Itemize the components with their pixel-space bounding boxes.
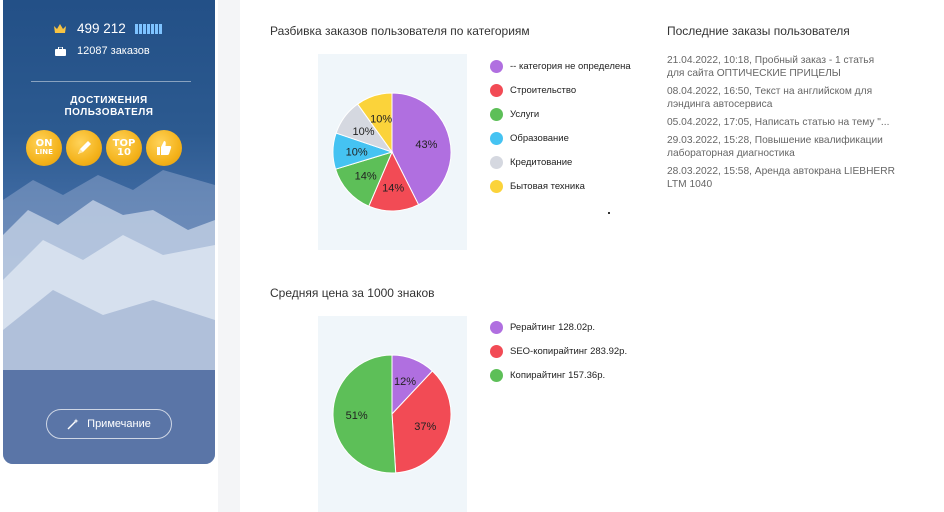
like-badge[interactable] — [146, 130, 182, 166]
recent-orders-title: Последние заказы пользователя — [667, 24, 850, 38]
pie-slice-label: 10% — [346, 146, 368, 158]
user-sidebar: 499 212 12087 заказов ДОСТИЖЕНИЯ ПОЛЬЗОВ… — [3, 0, 215, 464]
orders-row: 12087 заказов — [53, 45, 150, 57]
top10-badge[interactable]: TOP 10 — [106, 130, 142, 166]
legend-item[interactable]: Образование — [490, 126, 631, 150]
legend-item[interactable]: Услуги — [490, 102, 631, 126]
pie-slice[interactable] — [332, 354, 397, 474]
recent-order-item[interactable]: 29.03.2022, 15:28, Повышение квалификаци… — [667, 135, 883, 159]
legend-swatch — [490, 320, 503, 334]
recent-order-item[interactable]: 05.04.2022, 17:05, Написать статью на те… — [667, 117, 890, 128]
legend-swatch — [490, 83, 503, 97]
legend-swatch — [490, 107, 503, 121]
legend-label: Образование — [510, 132, 569, 144]
stray-dot — [608, 212, 610, 214]
legend-item[interactable]: Строительство — [490, 78, 631, 102]
legend-item[interactable]: Бытовая техника — [490, 174, 631, 198]
pie-slice[interactable] — [368, 150, 420, 212]
magic-wand-icon — [67, 418, 79, 430]
legend-label: SEO-копирайтинг 283.92р. — [510, 345, 628, 357]
level-indicator — [134, 23, 162, 34]
content-gutter — [218, 0, 240, 512]
pie-slice-label: 10% — [370, 113, 392, 125]
thumbs-up-icon — [157, 141, 172, 155]
legend-label: Копирайтинг 157.36р. — [510, 369, 606, 381]
legend-label: Рерайтинг 128.02р. — [510, 321, 596, 333]
legend-item[interactable]: Кредитование — [490, 150, 631, 174]
briefcase-icon — [53, 45, 67, 57]
pie-slice-label: 14% — [382, 182, 404, 194]
pie-slice-label: 10% — [353, 126, 375, 138]
recent-order-item[interactable]: 28.03.2022, 15:58, Аренда автокрана LIEB… — [667, 166, 895, 190]
writer-badge[interactable] — [66, 130, 102, 166]
legend-swatch — [490, 155, 503, 169]
categories-legend: -- категория не определена Строительство У… — [490, 54, 631, 198]
pie-slice-label: 12% — [394, 376, 416, 388]
achievement-badges: ON LINE TOP 10 — [26, 130, 182, 166]
categories-chart-area: 43% 14% 14% 10% 10% 10% — [318, 54, 467, 250]
price-chart-title: Средняя цена за 1000 знаков — [270, 286, 435, 300]
pencil-icon — [78, 141, 91, 154]
price-legend: Рерайтинг 128.02р. SEO-копирайтинг 283.92… — [490, 315, 627, 387]
pie-slice[interactable] — [334, 151, 393, 207]
categories-pie-chart: 43%14%14%10%10%10% — [332, 92, 452, 212]
recent-order-item[interactable]: 21.04.2022, 10:18, Пробный заказ - 1 ста… — [667, 55, 875, 79]
pie-slice[interactable] — [356, 92, 393, 154]
legend-item[interactable]: Рерайтинг 128.02р. — [490, 315, 627, 339]
legend-label: Кредитование — [510, 156, 573, 168]
recent-order-item[interactable]: 08.04.2022, 16:50, Текст на английском д… — [667, 86, 873, 110]
points-value: 499 212 — [77, 21, 126, 36]
points-row: 499 212 — [53, 21, 162, 36]
sidebar-divider — [31, 81, 191, 82]
online-badge[interactable]: ON LINE — [26, 130, 62, 166]
legend-swatch — [490, 131, 503, 145]
pie-slice-label: 37% — [414, 421, 436, 433]
crown-icon — [53, 23, 67, 35]
legend-label: -- категория не определена — [510, 60, 631, 72]
pie-slice[interactable] — [391, 370, 452, 474]
legend-swatch — [490, 344, 503, 358]
legend-swatch — [490, 179, 503, 193]
legend-item[interactable]: -- категория не определена — [490, 54, 631, 78]
note-button-label: Примечание — [87, 418, 151, 430]
recent-orders-list: 21.04.2022, 10:18, Пробный заказ - 1 ста… — [667, 54, 907, 196]
orders-count: 12087 заказов — [77, 45, 150, 57]
legend-label: Строительство — [510, 84, 577, 96]
pie-slice-label: 14% — [355, 171, 377, 183]
pie-slice-label: 51% — [346, 410, 368, 422]
legend-item[interactable]: Копирайтинг 157.36р. — [490, 363, 627, 387]
legend-swatch — [490, 368, 503, 382]
note-button[interactable]: Примечание — [46, 409, 172, 439]
legend-label: Услуги — [510, 108, 540, 120]
achievements-title: ДОСТИЖЕНИЯ ПОЛЬЗОВАТЕЛЯ — [64, 95, 154, 118]
price-chart-area: 12% 37% 51% — [318, 316, 467, 512]
pie-slice-label: 43% — [415, 139, 437, 151]
pie-slice[interactable] — [391, 92, 452, 206]
legend-label: Бытовая техника — [510, 180, 585, 192]
categories-chart-title: Разбивка заказов пользователя по категор… — [270, 24, 530, 38]
legend-swatch — [490, 59, 503, 73]
price-pie-chart: 12% 37% 51% — [332, 354, 452, 474]
legend-item[interactable]: SEO-копирайтинг 283.92р. — [490, 339, 627, 363]
